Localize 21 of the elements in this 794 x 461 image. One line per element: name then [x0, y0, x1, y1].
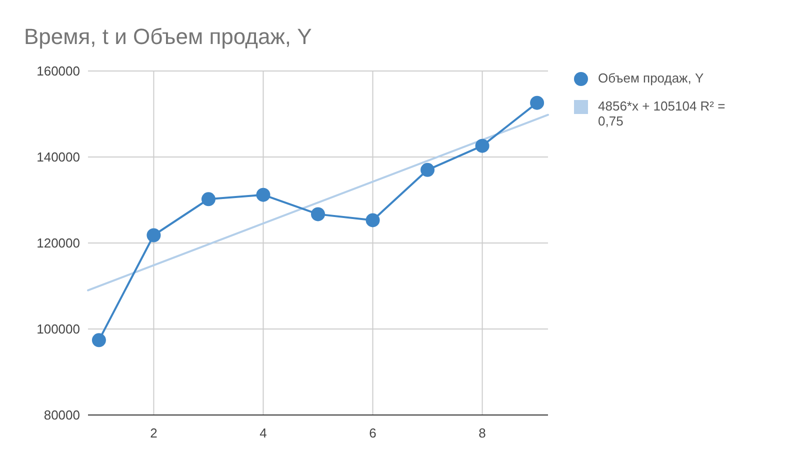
y-tick-label: 100000	[36, 322, 80, 337]
legend-label: Объем продаж, Y	[598, 70, 704, 86]
point	[530, 96, 544, 110]
point	[311, 207, 325, 222]
point	[475, 138, 490, 153]
legend-label: 4856*x + 105104 R² = 0,75	[598, 98, 726, 129]
x-tick-label: 8	[478, 426, 486, 441]
x-tick-label: 4	[260, 426, 267, 441]
x-tick-label: 6	[369, 426, 376, 441]
y-tick-label: 160000	[36, 64, 80, 79]
point	[420, 162, 435, 177]
point	[366, 213, 380, 228]
point	[146, 228, 161, 242]
y-tick-label: 80000	[44, 408, 80, 423]
y-tick-label: 140000	[36, 150, 80, 165]
point	[92, 333, 106, 348]
point	[256, 188, 270, 202]
x-tick-label: 2	[150, 426, 158, 441]
y-tick-label: 120000	[36, 236, 80, 251]
chart-title: Время, t и Объем продаж, Y	[24, 24, 312, 49]
point	[201, 192, 216, 206]
